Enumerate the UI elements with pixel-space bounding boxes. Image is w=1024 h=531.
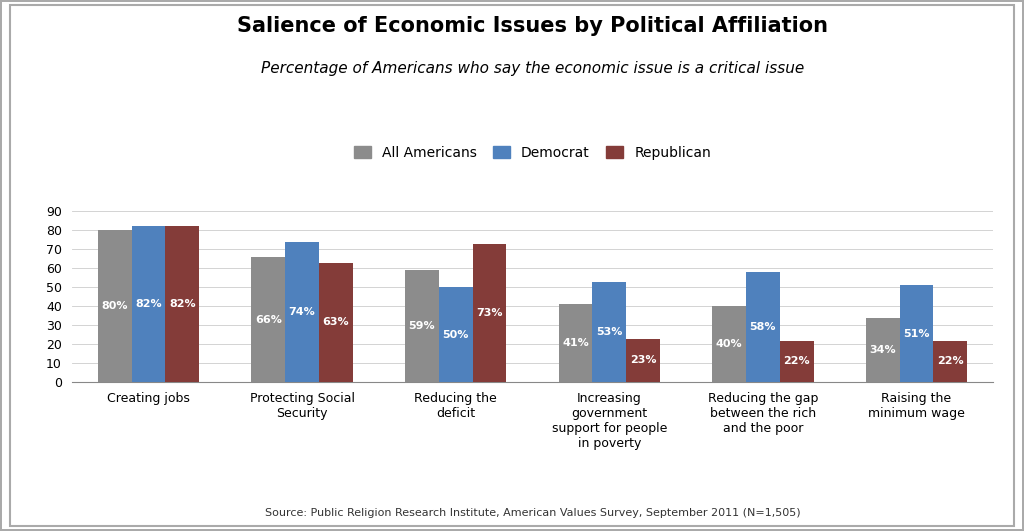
Text: 82%: 82% (169, 299, 196, 310)
Bar (473, 244, 507, 382)
Bar (592, 281, 626, 382)
Text: 50%: 50% (442, 330, 469, 340)
Text: 74%: 74% (289, 307, 315, 317)
Bar (865, 318, 899, 382)
Text: 22%: 22% (937, 356, 964, 366)
Legend: All Americans, Democrat, Republican: All Americans, Democrat, Republican (348, 140, 717, 165)
Text: Source: Public Religion Research Institute, American Values Survey, September 20: Source: Public Religion Research Institu… (264, 508, 801, 518)
Text: 73%: 73% (476, 308, 503, 318)
Text: 58%: 58% (750, 322, 776, 332)
Bar (745, 272, 780, 382)
Text: 51%: 51% (903, 329, 930, 339)
Text: 22%: 22% (783, 356, 810, 366)
Text: Salience of Economic Issues by Political Affiliation: Salience of Economic Issues by Political… (237, 16, 828, 36)
Bar (626, 339, 659, 382)
Bar (285, 242, 319, 382)
Bar (779, 340, 813, 382)
Text: 23%: 23% (630, 355, 656, 365)
Bar (165, 227, 199, 382)
Bar (98, 230, 131, 382)
Text: 53%: 53% (596, 327, 623, 337)
Bar (131, 227, 166, 382)
Bar (712, 306, 745, 382)
Text: 63%: 63% (323, 318, 349, 328)
Text: 82%: 82% (135, 299, 162, 310)
Bar (404, 270, 438, 382)
Text: 40%: 40% (716, 339, 742, 349)
Text: 34%: 34% (869, 345, 896, 355)
Bar (558, 304, 592, 382)
Bar (438, 287, 472, 382)
Text: 80%: 80% (101, 301, 128, 311)
Bar (318, 263, 352, 382)
Text: Percentage of Americans who say the economic issue is a critical issue: Percentage of Americans who say the econ… (261, 61, 804, 76)
Bar (251, 257, 285, 382)
Text: 66%: 66% (255, 314, 282, 324)
Bar (899, 285, 933, 382)
Text: 59%: 59% (409, 321, 435, 331)
Text: 41%: 41% (562, 338, 589, 348)
Bar (933, 340, 967, 382)
